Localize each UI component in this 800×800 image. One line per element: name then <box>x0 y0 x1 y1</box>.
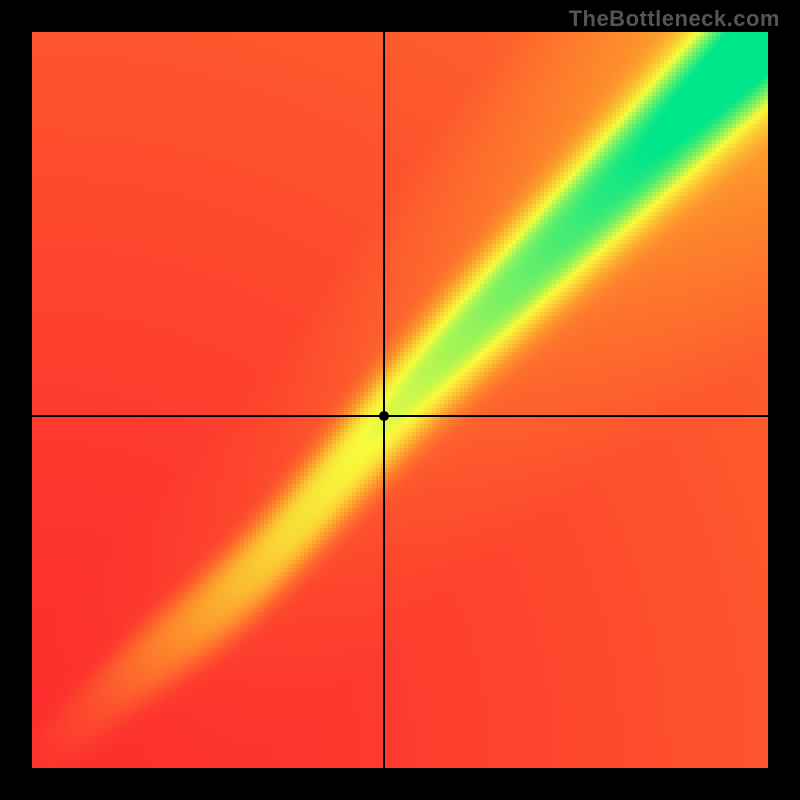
crosshair-vertical <box>383 32 385 768</box>
watermark-text: TheBottleneck.com <box>569 6 780 32</box>
plot-area <box>32 32 768 768</box>
crosshair-marker <box>379 411 389 421</box>
crosshair-horizontal <box>32 415 768 417</box>
heatmap-canvas <box>32 32 768 768</box>
figure-root: TheBottleneck.com <box>0 0 800 800</box>
